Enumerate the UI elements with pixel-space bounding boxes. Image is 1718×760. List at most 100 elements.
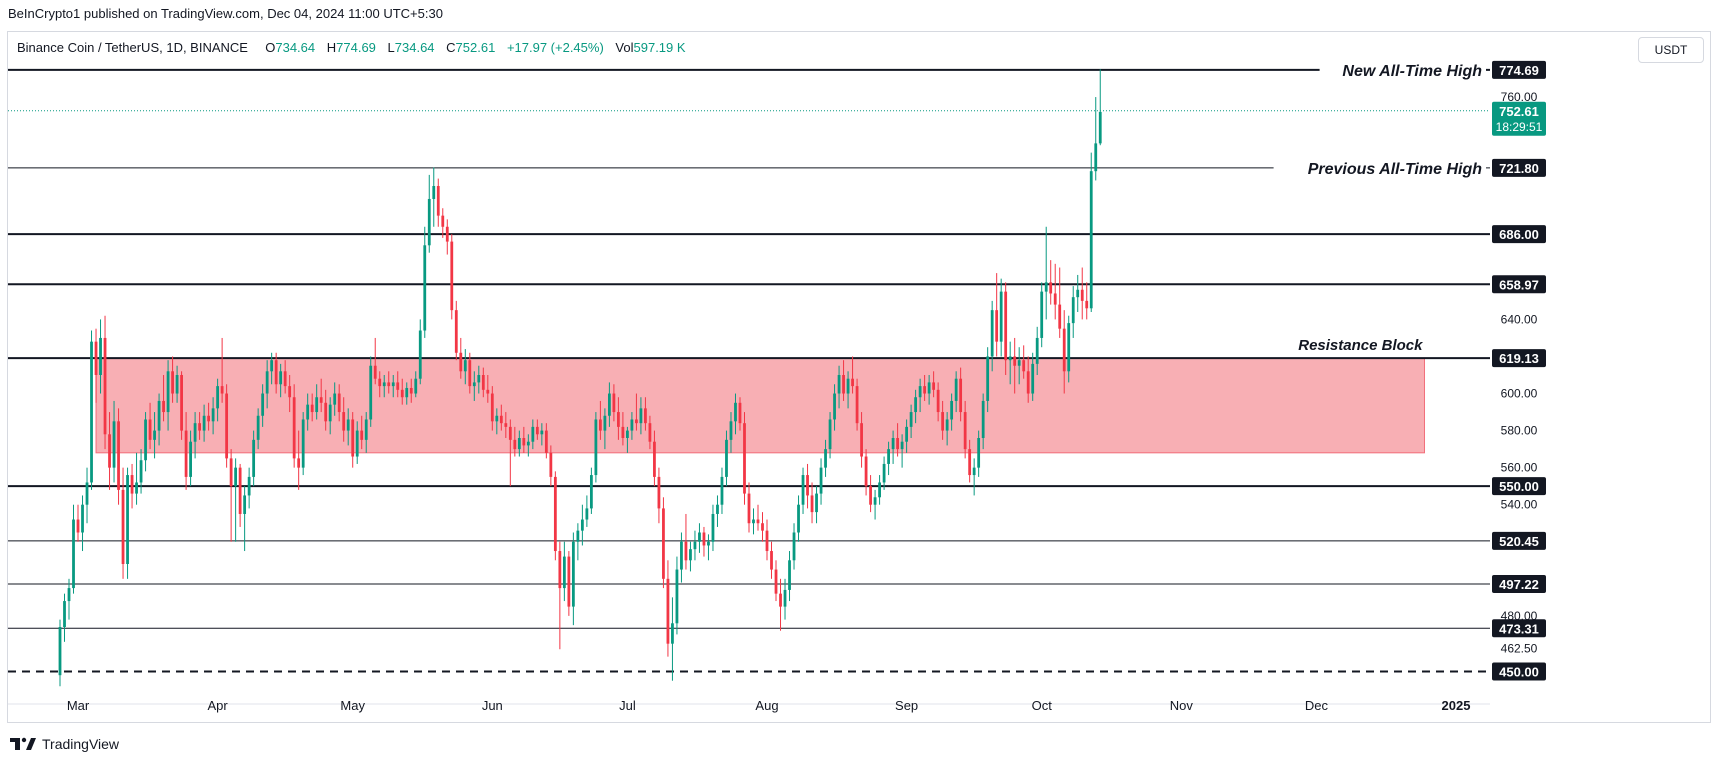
candle-down	[513, 426, 517, 457]
candle-body	[788, 560, 791, 590]
candle-up	[788, 551, 791, 602]
candle-down	[648, 415, 652, 450]
candle-body	[1044, 282, 1048, 292]
candle-body	[405, 387, 409, 398]
candle-up	[391, 375, 395, 398]
candle-body	[644, 408, 647, 424]
candle-body	[900, 441, 904, 450]
candle-body	[508, 426, 512, 440]
candle-up	[193, 412, 197, 459]
candle-body	[846, 378, 850, 394]
candle-up	[707, 534, 710, 561]
candle-up	[594, 412, 598, 483]
candle-down	[387, 371, 391, 394]
candle-body	[770, 551, 773, 570]
x-tick-label: Oct	[1032, 698, 1053, 713]
candle-down	[342, 397, 346, 442]
candle-body	[752, 519, 755, 524]
candle-down	[662, 497, 665, 589]
candle-down	[373, 337, 377, 385]
candle-body	[234, 467, 238, 487]
candle-up	[720, 467, 724, 514]
candle-body	[639, 408, 643, 424]
candle-down	[162, 375, 165, 422]
candle-down	[1004, 282, 1008, 375]
candle-up	[675, 556, 679, 635]
candle-body	[671, 623, 674, 644]
symbol-legend: Binance Coin / TetherUS, 1D, BINANCE O73…	[17, 40, 694, 55]
candle-body	[860, 423, 863, 457]
y-tick-label: 580.00	[1501, 424, 1538, 438]
y-tick-label: 600.00	[1501, 387, 1538, 401]
candle-body	[364, 419, 368, 440]
candle-body	[932, 382, 936, 390]
x-tick-label: Dec	[1305, 698, 1329, 713]
candle-down	[761, 512, 764, 542]
candle-up	[369, 356, 373, 427]
candle-body	[292, 397, 296, 459]
candle-up	[698, 523, 701, 553]
close-value: 752.61	[455, 40, 496, 55]
candle-up	[418, 319, 422, 385]
level-price-label: 497.22	[1499, 577, 1539, 592]
candle-up	[81, 495, 84, 552]
x-tick-label: Jul	[619, 698, 636, 713]
x-tick-label: May	[340, 698, 365, 713]
candle-down	[441, 208, 445, 238]
candle-down	[1013, 337, 1017, 394]
level-price-tag	[1492, 662, 1546, 681]
candle-down	[995, 273, 999, 357]
high-label: H	[326, 40, 337, 55]
candle-body	[472, 382, 476, 387]
candle-body	[94, 341, 98, 375]
chart-frame	[7, 31, 1711, 723]
candle-down	[360, 415, 364, 450]
candle-body	[450, 241, 454, 311]
candle-up	[562, 541, 566, 602]
candle-up	[1071, 286, 1075, 338]
level-price-tag	[1492, 619, 1546, 638]
candle-body	[864, 456, 868, 487]
candle-down	[486, 375, 490, 403]
candle-body	[684, 541, 688, 561]
candle-body	[972, 467, 976, 476]
candle-body	[720, 476, 724, 505]
candle-body	[968, 449, 972, 476]
candle-up	[905, 419, 909, 453]
candle-down	[121, 467, 125, 579]
candle-up	[265, 360, 269, 409]
candle-up	[950, 393, 954, 431]
candle-up	[1035, 326, 1039, 375]
candle-body	[526, 441, 530, 446]
candle-down	[508, 419, 512, 487]
candle-up	[571, 532, 575, 626]
candle-down	[409, 378, 413, 403]
candle-body	[648, 423, 652, 442]
candle-down	[869, 475, 872, 513]
candle-down	[779, 578, 782, 631]
candle-body	[337, 393, 341, 413]
candle-up	[607, 382, 611, 427]
candle-body	[711, 513, 715, 542]
candle-down	[535, 419, 539, 440]
candle-down	[747, 482, 751, 533]
candle-body	[905, 426, 909, 442]
candle-up	[734, 393, 737, 435]
candle-body	[1022, 360, 1026, 372]
candle-body	[139, 460, 143, 483]
currency-button[interactable]: USDT	[1638, 37, 1704, 63]
candle-up	[472, 371, 476, 401]
candle-down	[207, 402, 211, 431]
candle-body	[657, 476, 661, 509]
candle-up	[540, 423, 544, 446]
x-tick-label: Sep	[895, 698, 918, 713]
candle-body	[824, 449, 827, 468]
candle-down	[774, 560, 778, 602]
candle-up	[211, 397, 215, 435]
candle-body	[148, 419, 152, 440]
candle-down	[117, 408, 120, 505]
candle-body	[306, 404, 310, 420]
candle-up	[153, 412, 156, 459]
candle-up	[1067, 315, 1071, 383]
